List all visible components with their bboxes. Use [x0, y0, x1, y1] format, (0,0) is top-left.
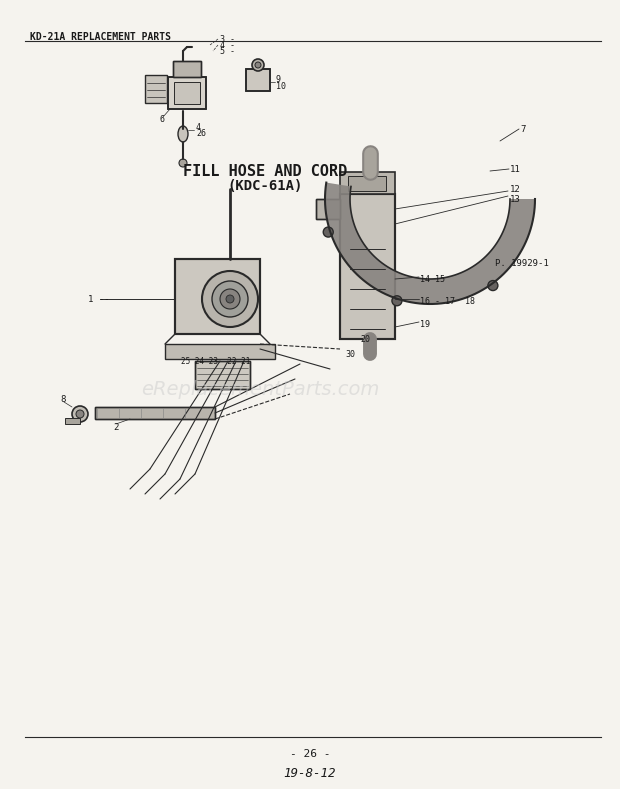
Circle shape: [323, 227, 333, 237]
Bar: [175, 259, 260, 334]
Bar: [316, 199, 340, 219]
Bar: [65, 418, 80, 424]
Circle shape: [76, 410, 84, 418]
Text: 5 -: 5 -: [220, 47, 235, 55]
Text: eReplacementParts.com: eReplacementParts.com: [141, 380, 379, 398]
Text: - 26 -: - 26 -: [290, 749, 330, 759]
Bar: [174, 82, 200, 104]
Text: 7: 7: [520, 125, 525, 133]
Text: 4: 4: [196, 122, 201, 132]
Bar: [348, 176, 386, 191]
Bar: [246, 69, 270, 91]
Text: 19-8-12: 19-8-12: [284, 767, 336, 780]
Circle shape: [255, 62, 261, 68]
Text: 4 -: 4 -: [220, 40, 235, 50]
Text: 11: 11: [510, 164, 521, 174]
Circle shape: [252, 59, 264, 71]
Text: P. 19929-1: P. 19929-1: [495, 259, 549, 268]
Text: 2: 2: [113, 422, 118, 432]
Bar: [340, 194, 395, 339]
Text: 9: 9: [276, 74, 281, 84]
Bar: [246, 69, 270, 91]
Ellipse shape: [178, 126, 188, 142]
Text: 13: 13: [510, 195, 521, 204]
Text: 8: 8: [60, 394, 65, 403]
Ellipse shape: [179, 159, 187, 167]
Text: FILL HOSE AND CORD: FILL HOSE AND CORD: [183, 164, 347, 179]
Bar: [145, 75, 167, 103]
Circle shape: [202, 271, 258, 327]
Circle shape: [226, 295, 234, 303]
Polygon shape: [325, 182, 535, 304]
Bar: [168, 77, 206, 109]
Text: 6: 6: [160, 114, 165, 124]
Text: KD-21A REPLACEMENT PARTS: KD-21A REPLACEMENT PARTS: [30, 32, 171, 42]
Circle shape: [212, 281, 248, 317]
Bar: [195, 361, 250, 389]
Circle shape: [72, 406, 88, 422]
Text: 1 --: 1 --: [88, 294, 110, 304]
Bar: [95, 407, 215, 419]
Text: 14 15: 14 15: [420, 275, 445, 283]
Text: (KDC-61A): (KDC-61A): [228, 179, 303, 193]
Circle shape: [488, 281, 498, 290]
Bar: [95, 407, 215, 419]
Bar: [165, 344, 275, 359]
Bar: [195, 361, 250, 389]
Bar: [175, 259, 260, 334]
Text: 3 -: 3 -: [220, 35, 235, 43]
Circle shape: [220, 289, 240, 309]
Text: 16 - 17  18: 16 - 17 18: [420, 297, 475, 305]
Bar: [340, 172, 395, 194]
Bar: [340, 194, 395, 339]
Bar: [173, 61, 201, 77]
Text: 20: 20: [360, 335, 370, 343]
Bar: [316, 199, 340, 219]
Text: 26: 26: [196, 129, 206, 137]
Text: 10: 10: [276, 81, 286, 91]
Text: 12: 12: [510, 185, 521, 193]
Circle shape: [392, 296, 402, 306]
Bar: [173, 61, 201, 77]
Text: 30: 30: [345, 350, 355, 358]
Text: 25 24 23  22 21: 25 24 23 22 21: [181, 357, 250, 365]
Bar: [168, 77, 206, 109]
Text: 19: 19: [420, 320, 430, 328]
